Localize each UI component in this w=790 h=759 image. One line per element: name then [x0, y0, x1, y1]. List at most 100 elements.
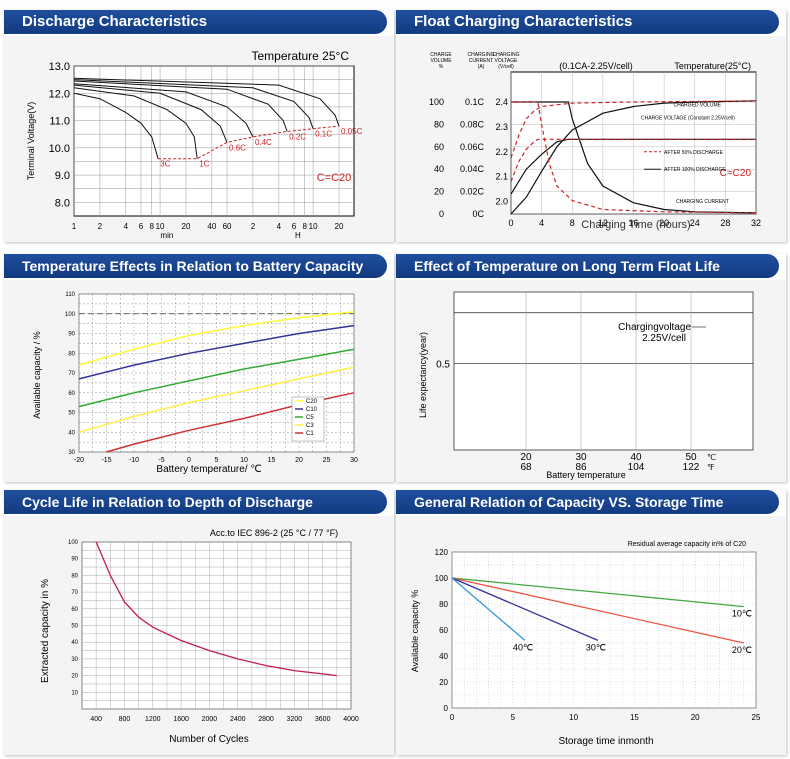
x-tick-label: 400: [90, 716, 102, 723]
storage-panel: General Relation of Capacity VS. Storage…: [396, 490, 786, 755]
cycle-panel: Cycle Life in Relation to Depth of Disch…: [4, 490, 394, 755]
chart-title: Temperature(25°C): [674, 61, 751, 71]
y-tick-label: 100: [68, 540, 79, 546]
x-tick-celsius: 50: [685, 452, 697, 463]
float-curve: [510, 100, 757, 215]
y-tick-label: 60: [439, 626, 448, 635]
float-panel-title: Float Charging Characteristics: [396, 10, 779, 34]
x-tick-label: 5: [215, 457, 219, 464]
series-label: 30℃: [586, 642, 606, 652]
x-tick-label: 20: [182, 222, 191, 231]
temperature-panel-title: Temperature Effects in Relation to Batte…: [4, 254, 387, 278]
x-tick-label: 15: [630, 713, 639, 722]
x-tick-fahrenheit: 86: [575, 462, 587, 473]
discharge-curve-0.05C: [73, 77, 340, 127]
float-curve: [511, 101, 757, 214]
discharge-curve-0.6C: [73, 84, 228, 143]
y-tick-voltage: 2.3: [495, 122, 508, 132]
axis-header: CHARGE: [430, 52, 452, 58]
label-after-50: AFTER 50% DISCHARGE: [664, 150, 724, 156]
x-tick-label: 1: [72, 222, 77, 231]
x-unit-fahrenheit: ℉: [707, 463, 715, 472]
temperature-panel-body: -20 -15 -10 -5 0 5 10 15 20 25 30 30 40 50 60 70 80 90 100…: [4, 280, 394, 482]
end-voltage-line: [158, 125, 340, 160]
float-panel-body: 0 4 8 12 16 20 24 28 32 0 0C 20 0.02C 40 0.04C 60 0.06C 8…: [396, 36, 786, 242]
discharge-curve-3C: [73, 92, 159, 159]
y-tick-label: 20: [439, 678, 448, 687]
y-tick-label: 90: [68, 332, 75, 338]
x-tick-label: 3200: [287, 716, 303, 723]
cycle-curve: [95, 541, 337, 677]
cycle-panel-title: Cycle Life in Relation to Depth of Disch…: [4, 490, 387, 514]
x-unit-min: min: [160, 231, 173, 240]
discharge-curve-0.1C: [73, 79, 314, 129]
y-axis-label: Terminal Voltage(V): [26, 102, 36, 181]
series-label: 0.6C: [229, 143, 246, 152]
plot-area: [451, 551, 757, 709]
discharge-panel: Discharge Characteristics 1 2 4 6 8 10 20 40 60 2…: [4, 10, 394, 242]
x-tick-label: 12: [598, 218, 608, 228]
y-tick-label: 9.0: [55, 170, 70, 182]
x-tick-label: -15: [101, 457, 111, 464]
x-axis-label: Battery temperature/ ℃: [156, 464, 261, 475]
y-tick-label: 80: [71, 573, 78, 579]
chart-title: Residual average capacity in% of C20: [628, 541, 746, 548]
x-tick-label: 30: [350, 457, 358, 464]
x-tick-label: 20: [691, 713, 700, 722]
series-label: 0.2C: [289, 132, 306, 141]
y-tick-label: 10.0: [49, 143, 70, 155]
y-tick-current: 0.02C: [460, 187, 485, 197]
x-tick-label: 15: [268, 457, 276, 464]
series-label: 0.4C: [255, 138, 272, 147]
x-tick-label: 6: [292, 222, 297, 231]
chart-title: Acc.to IEC 896-2 (25 °C / 77 °F): [210, 528, 338, 538]
x-tick-label: 8: [149, 222, 154, 231]
x-tick-label: 4: [277, 222, 282, 231]
x-tick-label: 2800: [258, 716, 274, 723]
legend-label: C1: [306, 431, 314, 437]
y-tick-voltage: 2.4: [495, 97, 508, 107]
x-axis-label: Number of Cycles: [169, 734, 248, 745]
x-tick-label: 3600: [315, 716, 331, 723]
x-axis-label: Battery temperature: [546, 470, 626, 480]
y-tick-volume: 80: [434, 119, 444, 129]
temperature-curve-C5: [78, 348, 355, 408]
axis-header: (V/cell): [498, 64, 514, 70]
axis-header: CHARGING: [468, 52, 495, 58]
x-tick-label: 5: [511, 713, 516, 722]
series-label: 40℃: [513, 642, 533, 652]
y-tick-label: 70: [71, 590, 78, 596]
x-tick-fahrenheit: 122: [683, 462, 700, 473]
storage-panel-title: General Relation of Capacity VS. Storage…: [396, 490, 779, 514]
float-curve: [510, 100, 757, 159]
y-tick-label: 12.0: [49, 88, 70, 100]
y-tick-voltage: 2.0: [495, 197, 508, 207]
chart-subtitle: (0.1CA-2.25V/cell): [559, 61, 633, 71]
x-unit-h: H: [295, 231, 301, 240]
legend-label: C20: [306, 399, 318, 405]
y-tick-label: 11.0: [49, 116, 70, 128]
y-tick-label: 10: [71, 690, 78, 696]
y-tick-current: 0.08C: [460, 119, 485, 129]
y-axis-label: Available capacity / %: [32, 331, 42, 418]
storage-panel-body: 0 5 10 15 20 25 0 20 40 60 80 100 120 Storage time in…: [396, 516, 786, 755]
axis-header: CHARGING: [493, 52, 520, 58]
x-unit-celsius: ℃: [707, 453, 716, 462]
x-tick-label: 40: [207, 222, 216, 231]
x-tick-label: 2: [251, 222, 256, 231]
x-tick-label: 24: [690, 218, 700, 228]
y-tick-label: 80: [439, 600, 448, 609]
y-tick-current: 0.06C: [460, 142, 485, 152]
axis-header: %: [439, 64, 444, 70]
floatlife-panel-title: Effect of Temperature on Long Term Float…: [396, 254, 779, 278]
y-tick-label: 90: [71, 557, 78, 563]
x-tick-label: 800: [119, 716, 131, 723]
y-tick-label: 30: [71, 657, 78, 663]
annotation-line1: Chargingvoltage: [618, 322, 691, 333]
y-tick-label: 40: [68, 430, 75, 436]
x-tick-label: 4: [539, 218, 544, 228]
series-label: 10℃: [732, 609, 752, 619]
y-tick-volume: 100: [429, 97, 444, 107]
